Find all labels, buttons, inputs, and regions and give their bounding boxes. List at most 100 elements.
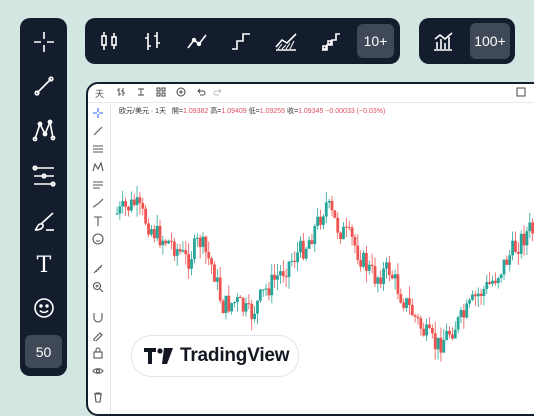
candle-body bbox=[144, 208, 148, 224]
lock-icon bbox=[93, 347, 103, 359]
candle-body bbox=[118, 206, 122, 214]
candle-body bbox=[456, 317, 460, 330]
candle-body bbox=[422, 328, 426, 336]
area-chart-button[interactable] bbox=[273, 29, 299, 53]
candle-body bbox=[410, 304, 414, 316]
candle-body bbox=[115, 213, 119, 215]
candle-body bbox=[402, 302, 406, 308]
candle-body bbox=[468, 299, 471, 304]
interval-selector[interactable]: 天 bbox=[95, 89, 105, 99]
sidebar-lock[interactable] bbox=[92, 346, 106, 360]
redo-icon[interactable] bbox=[213, 87, 223, 97]
candle-body bbox=[482, 289, 486, 296]
candles-chart-button[interactable] bbox=[97, 29, 121, 53]
bars-chart-button[interactable] bbox=[141, 29, 165, 53]
step-line-icon bbox=[232, 33, 250, 50]
text-icon bbox=[94, 216, 102, 226]
symbol-label[interactable]: 欧元/美元 · 1天 bbox=[119, 108, 167, 115]
indicators-button[interactable] bbox=[431, 29, 455, 53]
sidebar-ruler[interactable] bbox=[92, 262, 106, 276]
pattern-tool-button[interactable] bbox=[31, 117, 57, 143]
candle-body bbox=[170, 240, 173, 242]
candle-body bbox=[385, 262, 388, 269]
sidebar-pattern[interactable] bbox=[92, 160, 106, 174]
sidebar-text[interactable] bbox=[92, 214, 106, 228]
candle-body bbox=[496, 278, 500, 284]
sidebar-delete[interactable] bbox=[92, 390, 106, 404]
candle-body bbox=[264, 288, 268, 290]
line-chart-button[interactable] bbox=[185, 29, 209, 53]
fib-retracement-tool-button[interactable] bbox=[30, 163, 58, 189]
templates-icon[interactable] bbox=[156, 87, 166, 97]
candle-body bbox=[347, 227, 351, 229]
candle-body bbox=[428, 324, 431, 328]
sidebar-projection[interactable] bbox=[92, 178, 106, 192]
candle-body bbox=[373, 265, 377, 284]
crosshair-tool-button[interactable] bbox=[32, 30, 56, 54]
fullscreen-icon[interactable] bbox=[516, 87, 526, 97]
add-icon[interactable] bbox=[176, 87, 186, 97]
candle-body bbox=[330, 200, 334, 211]
tradingview-logo-icon bbox=[144, 348, 173, 364]
emoji-tool-button[interactable] bbox=[32, 296, 56, 320]
candle-body bbox=[508, 255, 512, 265]
compare-icon[interactable] bbox=[136, 87, 146, 97]
trend-line-tool-button[interactable] bbox=[32, 74, 56, 98]
more-indicators-button[interactable]: 100+ bbox=[470, 23, 510, 59]
candle-body bbox=[327, 200, 331, 203]
candle-body bbox=[279, 271, 282, 276]
undo-icon[interactable] bbox=[196, 87, 206, 97]
sidebar-magnet[interactable] bbox=[92, 310, 106, 324]
candle-body bbox=[462, 310, 466, 318]
sidebar-visibility[interactable] bbox=[92, 364, 106, 378]
sidebar-zoom[interactable] bbox=[92, 280, 106, 294]
candle-body bbox=[215, 277, 219, 282]
candle-body bbox=[276, 275, 279, 280]
candle-body bbox=[505, 259, 509, 265]
candle-body bbox=[387, 262, 391, 276]
candle-body bbox=[476, 293, 480, 297]
candle-body bbox=[178, 249, 182, 252]
high-label: 高= bbox=[210, 108, 222, 115]
sidebar-emoji[interactable] bbox=[92, 232, 106, 246]
sidebar-lock-drawings[interactable] bbox=[92, 328, 106, 342]
candle-body bbox=[261, 289, 265, 291]
candle-body bbox=[238, 297, 242, 299]
candle-body bbox=[258, 289, 262, 301]
candle-body bbox=[376, 277, 380, 284]
candle-body bbox=[516, 251, 520, 254]
candle-body bbox=[124, 201, 127, 207]
sidebar-fib[interactable] bbox=[92, 142, 106, 156]
candle-body bbox=[359, 259, 363, 267]
text-icon: T bbox=[36, 252, 52, 278]
candle-body bbox=[284, 275, 288, 278]
brush-tool-button[interactable] bbox=[31, 208, 57, 234]
candle-body bbox=[256, 300, 259, 314]
pattern-icon bbox=[32, 119, 56, 142]
candle-body bbox=[213, 264, 216, 282]
candle-body bbox=[382, 268, 385, 285]
sidebar-trend-line[interactable] bbox=[92, 124, 106, 138]
candle-body bbox=[522, 233, 526, 246]
tradingview-logo-badge: TradingView bbox=[131, 335, 299, 377]
text-tool-button[interactable]: T bbox=[32, 252, 56, 278]
fib-icon bbox=[93, 145, 103, 153]
candle-body bbox=[155, 225, 159, 239]
candle-body bbox=[293, 260, 297, 263]
candle-body bbox=[167, 240, 170, 244]
candlestick-chart[interactable] bbox=[111, 114, 534, 414]
more-drawing-tools-button[interactable]: 50 bbox=[25, 335, 62, 368]
candle-body bbox=[390, 275, 394, 279]
candle-body bbox=[290, 260, 294, 262]
open-label: 開= bbox=[171, 108, 183, 115]
baseline-chart-button[interactable] bbox=[319, 29, 343, 53]
bars-style-icon[interactable] bbox=[116, 87, 126, 97]
candle-body bbox=[253, 313, 256, 320]
sidebar-crosshair[interactable] bbox=[92, 106, 106, 120]
step-line-chart-button[interactable] bbox=[229, 29, 253, 53]
candle-body bbox=[350, 227, 354, 237]
candle-body bbox=[324, 202, 328, 217]
candle-body bbox=[281, 271, 285, 276]
sidebar-brush[interactable] bbox=[92, 196, 106, 210]
more-chart-types-button[interactable]: 10+ bbox=[357, 24, 394, 58]
